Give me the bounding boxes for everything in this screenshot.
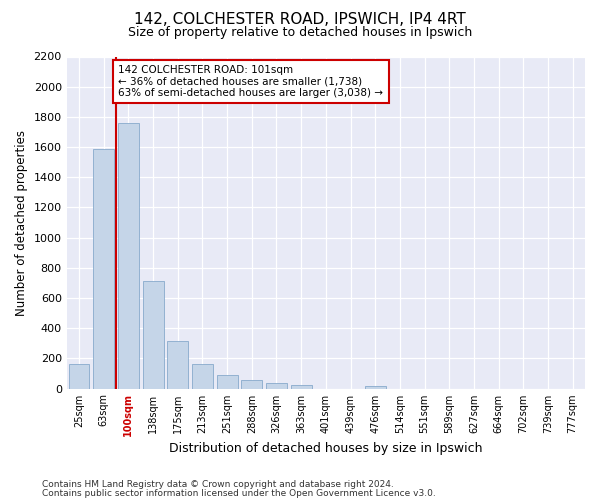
Text: 142 COLCHESTER ROAD: 101sqm
← 36% of detached houses are smaller (1,738)
63% of : 142 COLCHESTER ROAD: 101sqm ← 36% of det… — [119, 65, 383, 98]
Bar — [143, 282, 164, 389]
Bar — [241, 380, 262, 388]
Text: 142, COLCHESTER ROAD, IPSWICH, IP4 4RT: 142, COLCHESTER ROAD, IPSWICH, IP4 4RT — [134, 12, 466, 26]
Bar — [167, 341, 188, 388]
Bar — [118, 123, 139, 388]
Bar — [266, 384, 287, 388]
Bar — [365, 386, 386, 388]
X-axis label: Distribution of detached houses by size in Ipswich: Distribution of detached houses by size … — [169, 442, 482, 455]
Bar — [217, 375, 238, 388]
Bar — [68, 364, 89, 388]
Bar — [290, 385, 311, 388]
Bar — [192, 364, 213, 388]
Text: Contains HM Land Registry data © Crown copyright and database right 2024.: Contains HM Land Registry data © Crown c… — [42, 480, 394, 489]
Y-axis label: Number of detached properties: Number of detached properties — [15, 130, 28, 316]
Text: Size of property relative to detached houses in Ipswich: Size of property relative to detached ho… — [128, 26, 472, 39]
Bar — [93, 148, 114, 388]
Text: Contains public sector information licensed under the Open Government Licence v3: Contains public sector information licen… — [42, 488, 436, 498]
